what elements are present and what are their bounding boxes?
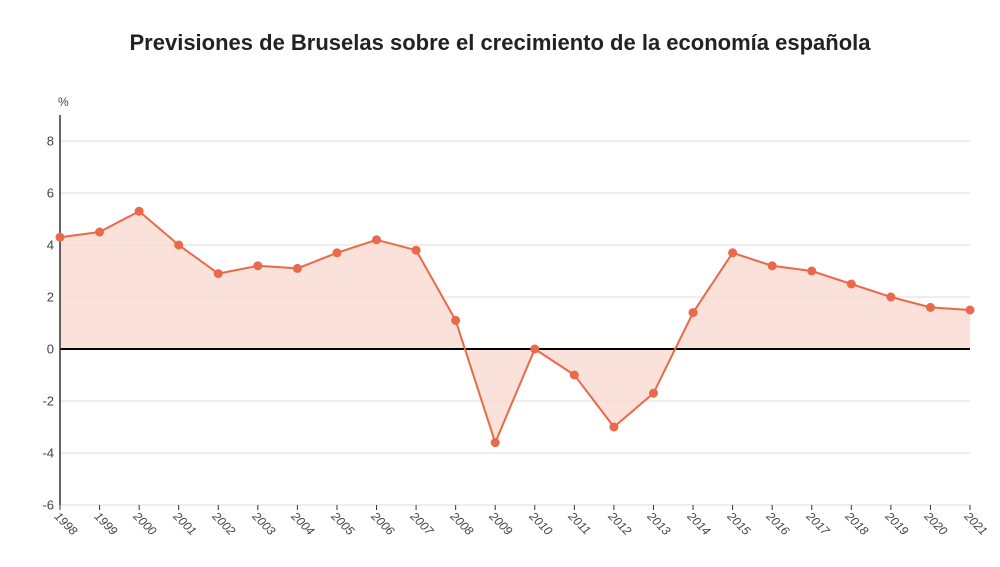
x-tick-label: 2011	[566, 509, 594, 537]
y-tick-label: 2	[47, 289, 60, 304]
x-tick-label: 2016	[764, 509, 793, 538]
y-tick-label: 6	[47, 185, 60, 200]
x-tick-label: 2004	[289, 509, 318, 538]
x-tick-label: 2017	[803, 509, 832, 538]
y-tick-label: 4	[47, 237, 60, 252]
x-tick-label: 2009	[487, 509, 516, 538]
y-axis-unit: %	[58, 95, 69, 109]
x-tick-label: 2006	[368, 509, 397, 538]
x-tick-label: 2019	[882, 509, 911, 538]
x-tick-label: 2013	[645, 509, 674, 538]
y-tick-label: -2	[42, 393, 60, 408]
chart-svg	[60, 115, 970, 505]
y-tick-label: 8	[47, 133, 60, 148]
x-tick-label: 2005	[328, 509, 357, 538]
x-tick-label: 2015	[724, 509, 753, 538]
x-tick-label: 2021	[962, 509, 991, 538]
x-tick-label: 1999	[91, 509, 120, 538]
x-tick-label: 2000	[131, 509, 160, 538]
x-tick-label: 2007	[408, 509, 437, 538]
x-tick-label: 2001	[170, 509, 199, 538]
x-tick-label: 2008	[447, 509, 476, 538]
x-tick-label: 2012	[605, 509, 634, 538]
chart-title: Previsiones de Bruselas sobre el crecimi…	[0, 15, 1000, 57]
x-tick-label: 2014	[685, 509, 714, 538]
x-tick-label: 1998	[52, 509, 81, 538]
x-tick-label: 2010	[526, 509, 555, 538]
y-tick-label: -4	[42, 445, 60, 460]
x-tick-label: 2002	[210, 509, 239, 538]
x-tick-label: 2003	[249, 509, 278, 538]
x-tick-label: 2020	[922, 509, 951, 538]
y-tick-label: 0	[47, 341, 60, 356]
y-tick-label: -6	[42, 497, 60, 512]
x-tick-label: 2018	[843, 509, 872, 538]
chart-plot-area: -6-4-20246819981999200020012002200320042…	[60, 115, 970, 505]
